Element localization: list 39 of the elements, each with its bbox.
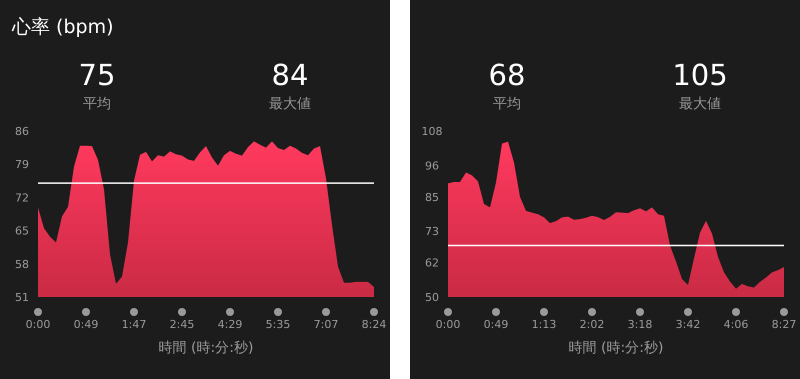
y-tick-label: 108 [422,125,442,138]
chart-title: 心率 (bpm) [11,16,114,38]
x-tick-label: 4:29 [218,318,242,331]
text: 68 [488,58,526,92]
text: 105 [672,58,728,92]
y-tick-label: 86 [15,125,29,138]
y-tick-label: 58 [15,258,29,271]
x-tick-label: 3:18 [628,318,652,331]
x-tick-label: 0:00 [436,318,460,331]
y-tick-label: 65 [15,224,29,238]
x-tick-label: 5:35 [266,318,290,331]
x-tick-label: 7:07 [314,318,338,331]
x-tick-label: 0:49 [484,318,508,331]
text: 84 [272,58,308,92]
x-tick-label: 0:49 [74,318,98,331]
y-tick-label: 72 [15,191,29,204]
y-tick-label: 96 [425,159,439,172]
x-tick-label: 8:24 [362,318,386,331]
y-tick-label: 79 [15,158,29,172]
text: 75 [78,58,116,92]
text: 平均 [83,96,111,112]
x-axis-title: 時間 (時:分:秒) [158,340,254,356]
y-tick-label: 51 [15,291,29,304]
y-tick-label: 50 [425,291,439,304]
x-tick-label: 2:45 [170,318,194,331]
y-tick-label: 62 [425,256,439,270]
x-axis-title: 時間 (時:分:秒) [568,340,664,356]
x-tick-label: 8:27 [772,318,796,331]
text: 最大値 [679,96,721,112]
text: 最大値 [269,96,311,112]
y-tick-label: 85 [425,190,439,204]
x-tick-label: 2:02 [580,318,604,331]
x-tick-label: 0:00 [26,318,50,331]
y-tick-label: 73 [425,225,439,238]
x-tick-label: 1:47 [122,318,146,331]
x-tick-label: 3:42 [676,318,700,331]
text: 平均 [493,96,521,112]
x-tick-label: 1:13 [532,318,556,331]
x-tick-label: 4:06 [724,318,748,331]
